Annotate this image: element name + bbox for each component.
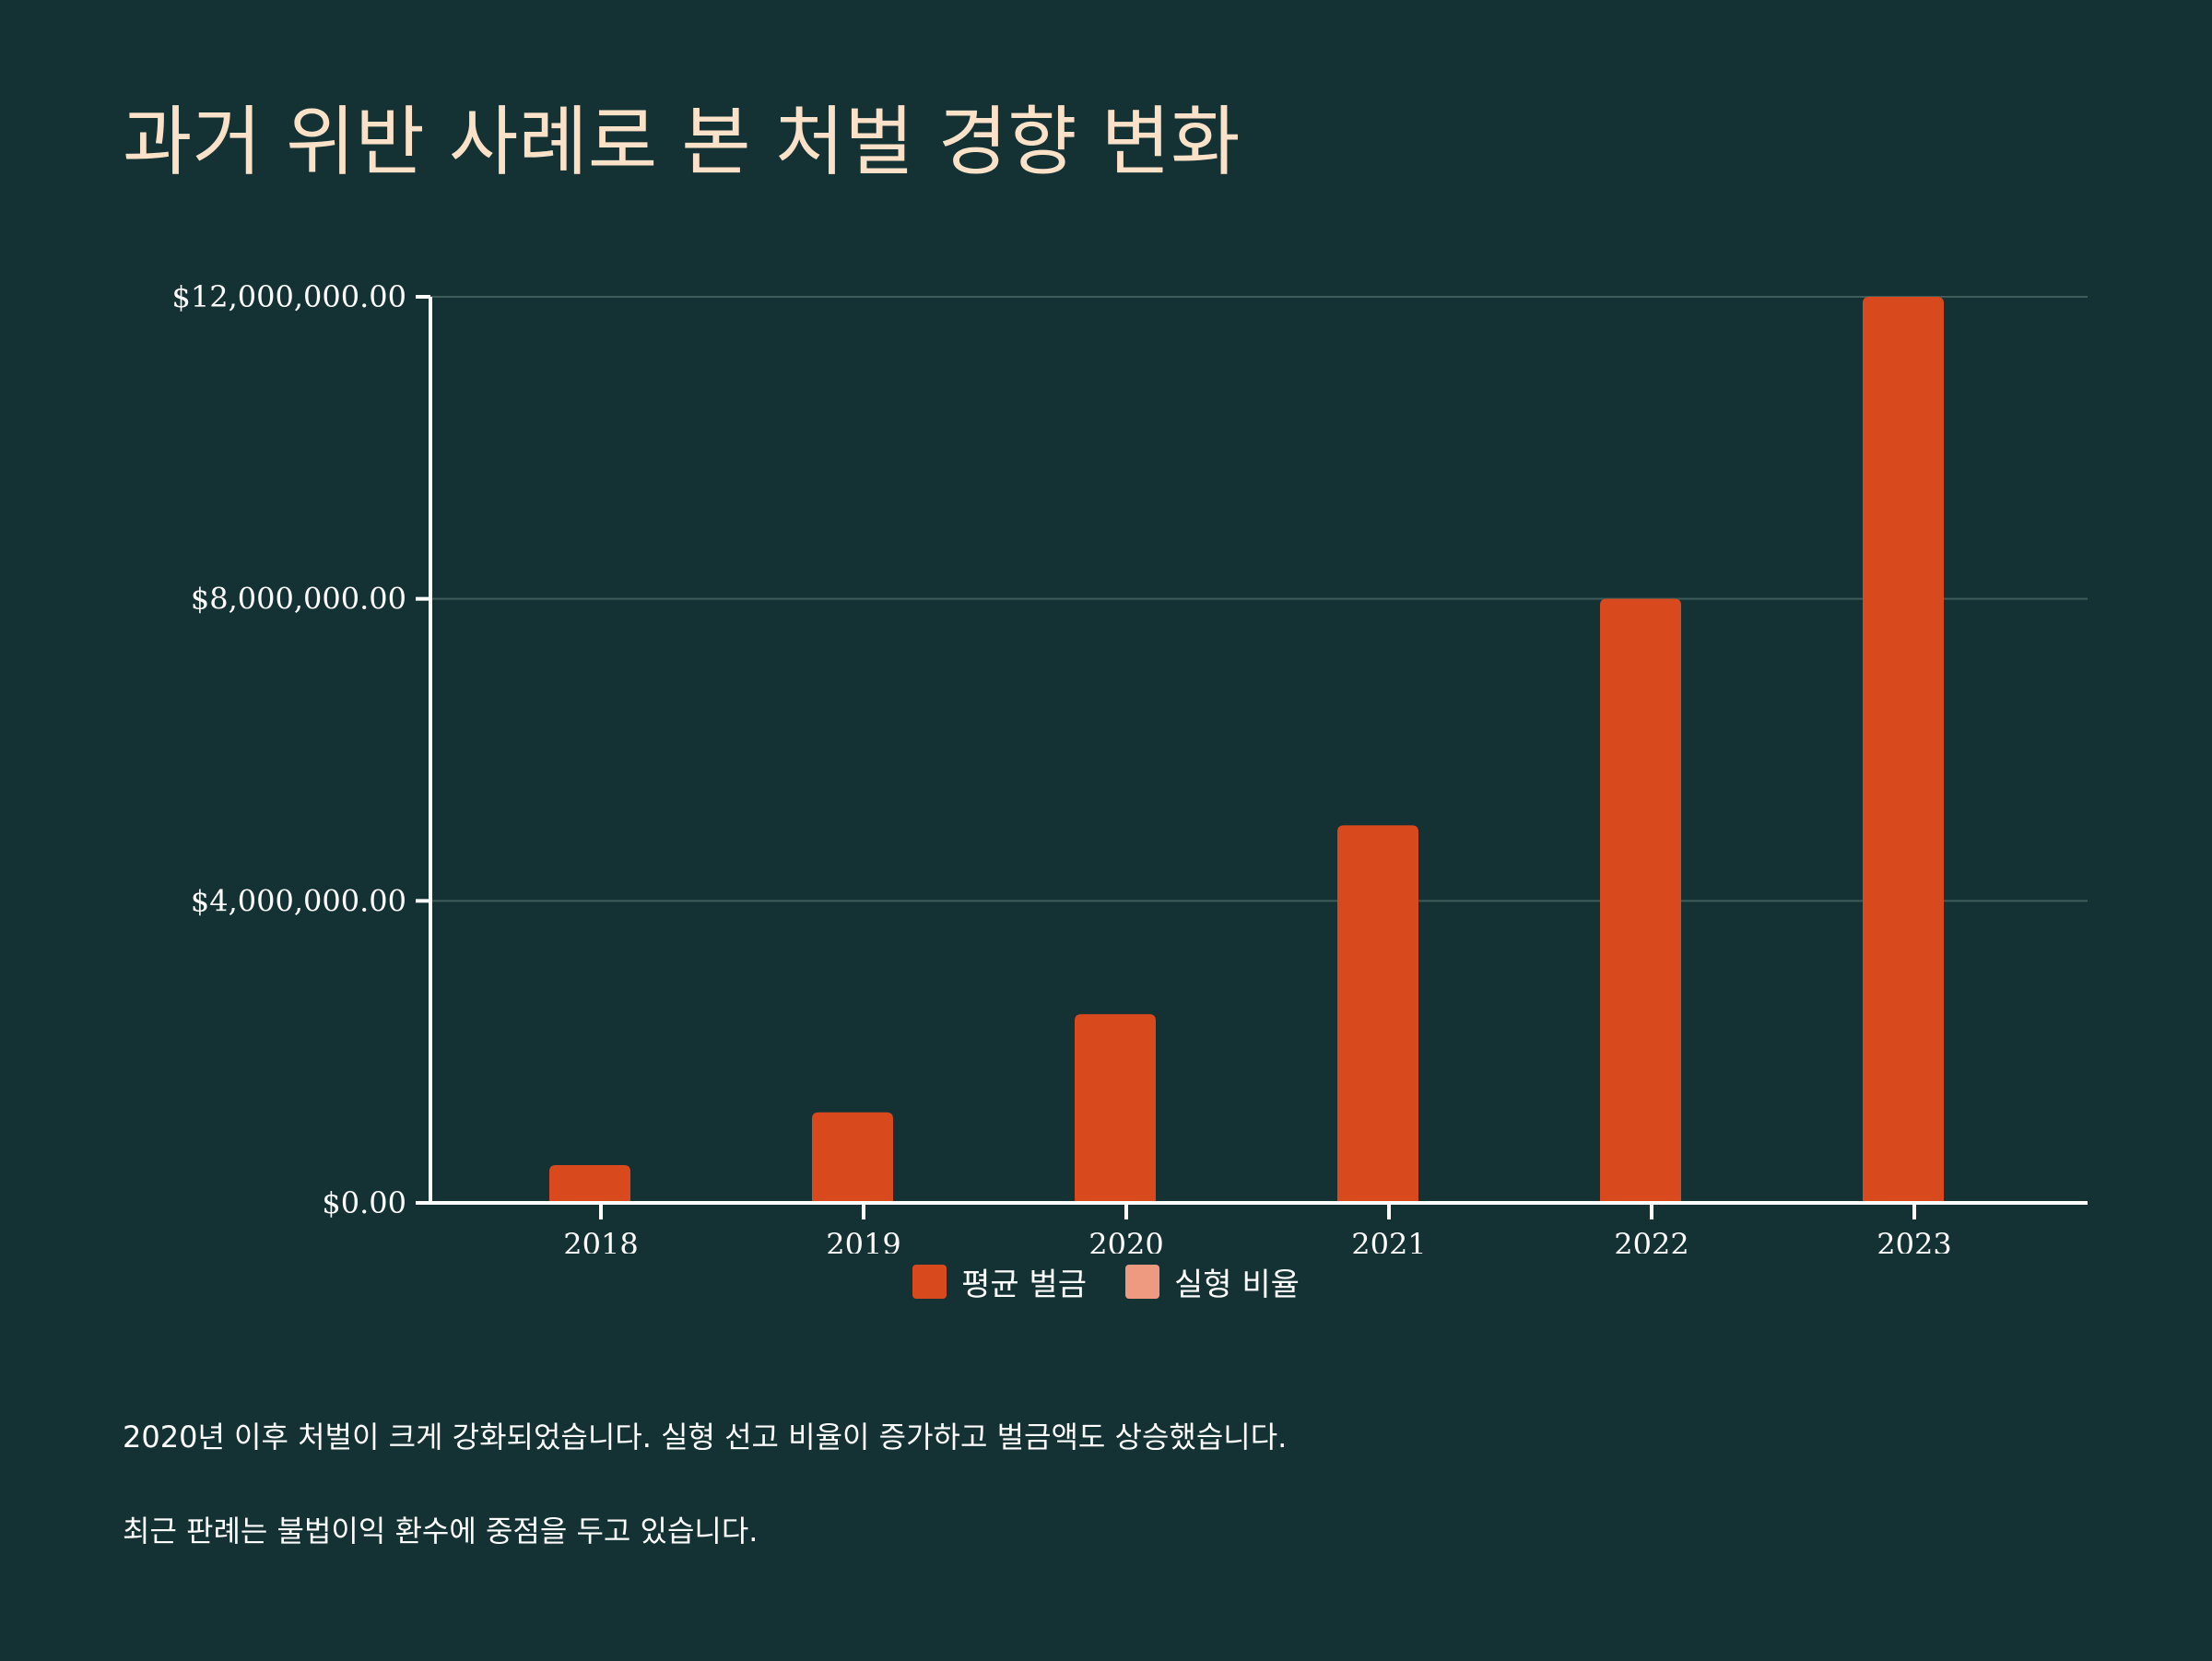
x-tick-label: 2020 [1088, 1227, 1163, 1254]
y-tick-label: $0.00 [322, 1185, 406, 1220]
legend-swatch [1125, 1264, 1159, 1299]
bar-avg-fine-2020 [1075, 1014, 1156, 1203]
chart-legend: 평균 벌금 실형 비율 [0, 1259, 2212, 1304]
note-2: 최근 판례는 불법이익 환수에 중점을 두고 있습니다. [123, 1514, 759, 1549]
x-ticks: 2018 2019 2020 2021 2022 2023 [563, 1203, 1952, 1254]
legend-item-prison-ratio: 실형 비율 [1125, 1259, 1300, 1304]
x-tick-label: 2023 [1877, 1227, 1951, 1254]
bars [549, 297, 1944, 1203]
legend-item-avg-fine: 평균 벌금 [912, 1259, 1087, 1304]
axes [429, 297, 2088, 1205]
x-tick-label: 2018 [563, 1227, 638, 1254]
bar-avg-fine-2021 [1337, 825, 1418, 1203]
y-tick-label: $12,000,000.00 [172, 279, 406, 314]
bar-avg-fine-2023 [1863, 297, 1944, 1203]
note-1: 2020년 이후 처벌이 크게 강화되었습니다. 실형 선고 비율이 증가하고 … [123, 1420, 1288, 1455]
legend-label: 실형 비율 [1174, 1266, 1300, 1303]
x-tick-label: 2022 [1614, 1227, 1688, 1254]
y-ticks: $0.00 $4,000,000.00 $8,000,000.00 $12,000,0… [172, 279, 430, 1220]
page-title: 과거 위반 사례로 본 처벌 경향 변화 [123, 99, 1241, 186]
bar-avg-fine-2019 [812, 1112, 893, 1203]
legend-label: 평균 벌금 [961, 1266, 1087, 1303]
x-tick-label: 2021 [1351, 1227, 1426, 1254]
bar-avg-fine-2018 [549, 1165, 630, 1203]
bar-chart: $0.00 $4,000,000.00 $8,000,000.00 $12,000,0… [172, 279, 2088, 1254]
gridlines [430, 296, 2088, 902]
bar-avg-fine-2022 [1600, 598, 1681, 1203]
x-tick-label: 2019 [826, 1227, 900, 1254]
y-tick-label: $8,000,000.00 [191, 582, 406, 617]
y-tick-label: $4,000,000.00 [191, 883, 406, 918]
legend-swatch [912, 1264, 947, 1299]
